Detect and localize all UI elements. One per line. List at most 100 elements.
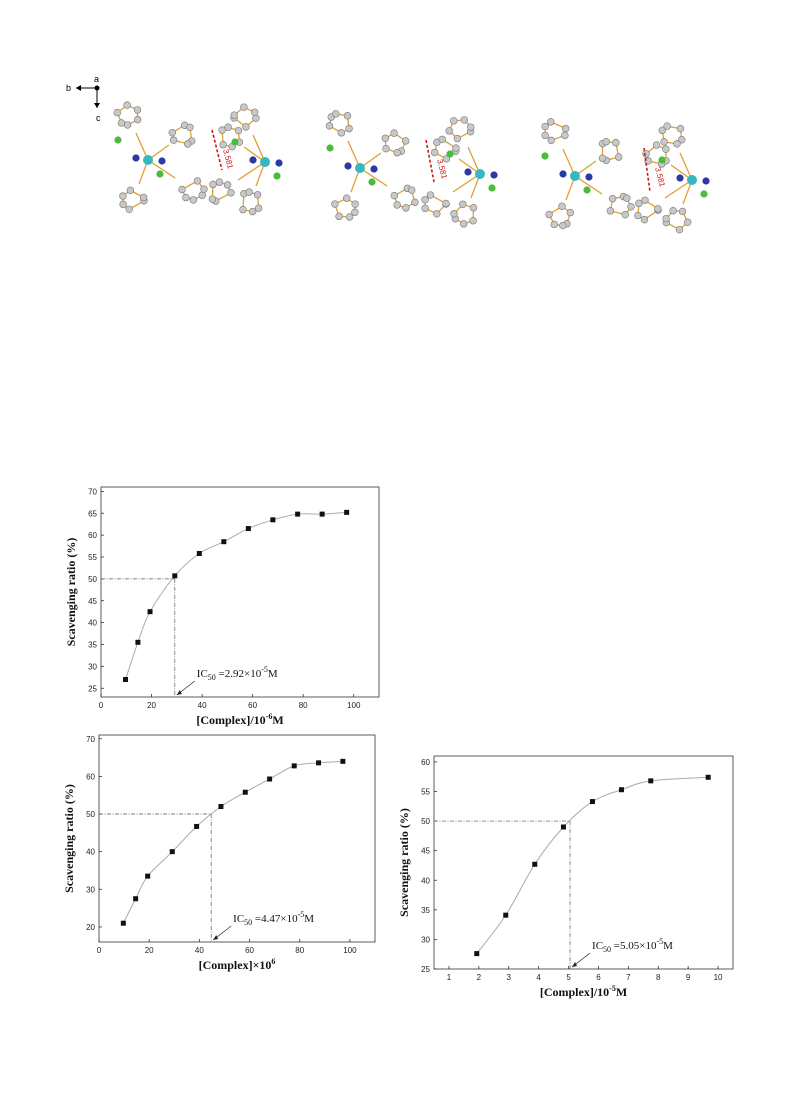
label-part: IC <box>592 940 603 952</box>
atom-cl <box>700 190 708 198</box>
atom <box>218 126 226 134</box>
atom <box>242 123 250 131</box>
atom <box>459 200 467 208</box>
point <box>169 849 175 855</box>
atom <box>550 220 558 229</box>
atom-cl <box>488 184 496 192</box>
atom <box>351 200 359 208</box>
atom <box>252 114 260 122</box>
label-part: M <box>304 913 314 925</box>
atom <box>245 188 253 196</box>
atom <box>193 177 202 185</box>
atom-cl <box>658 156 666 164</box>
x-tick-label: 3 <box>507 973 512 982</box>
point <box>135 639 141 645</box>
atom <box>234 126 243 135</box>
y-axis-label: Scavenging ratio (%) <box>64 538 78 647</box>
atom <box>675 225 684 234</box>
point <box>618 787 624 793</box>
atom <box>402 137 410 145</box>
atom-n <box>158 157 166 165</box>
atom <box>402 204 410 212</box>
atom-metal <box>687 175 697 185</box>
label-part: -5 <box>656 937 663 946</box>
atom-cl <box>368 178 376 186</box>
atom <box>641 196 649 204</box>
atom <box>684 218 692 226</box>
atom <box>426 191 435 199</box>
x-tick-label: 7 <box>626 973 631 982</box>
point <box>560 824 566 830</box>
y-axis-label: Scavenging ratio (%) <box>397 808 411 917</box>
atom <box>673 140 681 148</box>
x-tick-label: 2 <box>477 973 482 982</box>
atom <box>382 144 390 153</box>
atom <box>541 122 549 131</box>
atom <box>169 136 178 144</box>
x-tick-label: 0 <box>99 701 104 710</box>
atom <box>133 106 142 114</box>
x-tick-label: 80 <box>295 946 304 955</box>
atom <box>598 154 607 162</box>
y-axis-label: Scavenging ratio (%) <box>62 784 76 893</box>
atom <box>117 119 126 127</box>
point <box>319 511 325 517</box>
atom <box>608 194 617 203</box>
atom <box>662 145 670 153</box>
atom <box>614 153 623 161</box>
atom <box>453 134 462 143</box>
contact <box>643 147 651 193</box>
atom-cl <box>231 138 239 146</box>
atom-cl <box>273 172 281 180</box>
point <box>648 778 654 784</box>
atom <box>669 207 677 215</box>
axis-label: b <box>66 83 71 93</box>
point <box>474 951 480 957</box>
x-tick-label: 9 <box>686 973 691 982</box>
atom <box>442 199 450 208</box>
point <box>218 804 224 810</box>
x-tick-label: 100 <box>347 701 361 710</box>
atom <box>337 129 346 137</box>
point <box>133 896 139 902</box>
atom <box>224 123 232 131</box>
atom <box>223 181 232 189</box>
axis-label: c <box>96 113 101 123</box>
atom <box>467 123 475 131</box>
y-tick-label: 30 <box>86 885 95 894</box>
atom <box>452 144 460 152</box>
label-part: [Complex]/10 <box>196 713 265 727</box>
point <box>172 573 178 579</box>
atom <box>411 198 419 207</box>
atom-n <box>464 168 472 176</box>
axis-label: a <box>94 74 99 84</box>
point <box>340 758 346 764</box>
point <box>705 774 711 780</box>
y-tick-label: 40 <box>88 619 97 628</box>
point <box>267 776 273 782</box>
x-tick-label: 20 <box>145 946 154 955</box>
label-part: 6 <box>271 957 275 966</box>
atom <box>168 128 177 137</box>
atom <box>438 135 446 144</box>
atom <box>253 191 262 199</box>
x-tick-label: 40 <box>195 946 204 955</box>
atom <box>200 185 208 193</box>
atom-cl <box>114 136 122 144</box>
y-tick-label: 55 <box>88 553 97 562</box>
label-part: =2.92×10 <box>216 668 262 680</box>
atom-cl <box>583 186 591 194</box>
atom-metal <box>570 171 580 181</box>
label-part: 50 <box>603 945 611 954</box>
atom-metal <box>355 163 365 173</box>
atom <box>558 202 566 210</box>
y-tick-label: 60 <box>88 531 97 540</box>
atom-cl <box>446 150 454 158</box>
bond <box>574 175 603 195</box>
point <box>270 517 276 523</box>
arrow-head <box>572 962 578 967</box>
atom <box>623 194 631 202</box>
atom <box>134 115 142 124</box>
atom-n <box>676 174 684 182</box>
